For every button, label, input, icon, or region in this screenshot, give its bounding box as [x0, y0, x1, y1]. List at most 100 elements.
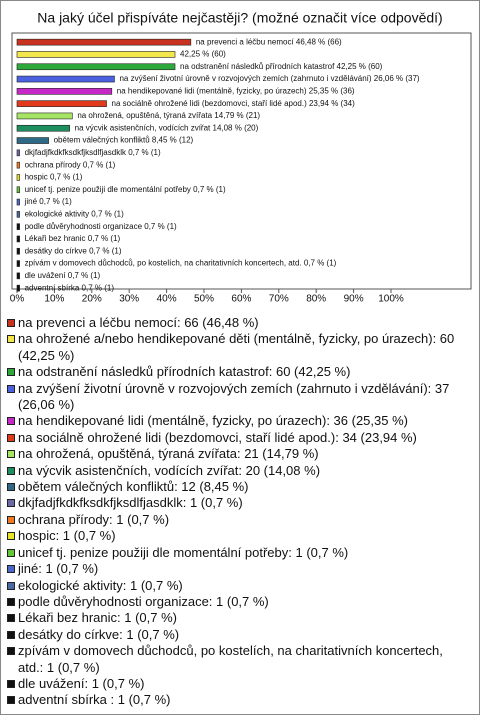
legend-item: dle uvážení: 1 (0,7 %)	[7, 676, 471, 692]
legend-swatch	[7, 384, 15, 393]
bar-label: unicef tj. penize použiji dle momentální…	[25, 185, 226, 194]
legend-item: na ohrožené a/nebo hendikepované děti (m…	[7, 331, 471, 364]
bar-label: desátky do církve 0,7 % (1)	[25, 246, 122, 255]
legend-item: podle důvěryhodnosti organizace: 1 (0,7 …	[7, 594, 471, 610]
legend-label: na ohrožená, opuštěná, týraná zvířata: 2…	[18, 446, 319, 462]
x-tick-label: 10%	[44, 294, 64, 305]
legend-item: desátky do církve: 1 (0,7 %)	[7, 627, 471, 643]
legend-swatch	[7, 466, 15, 475]
bar-label: hospic 0,7 % (1)	[25, 173, 83, 182]
bar-label: jiné 0,7 % (1)	[24, 197, 72, 206]
legend-item: Lékaři bez hranic: 1 (0,7 %)	[7, 610, 471, 626]
bar-label: adventní sbírka 0,7 % (1)	[25, 283, 115, 292]
x-tick-label: 60%	[231, 294, 251, 305]
legend-item: ekologické aktivity: 1 (0,7 %)	[7, 578, 471, 594]
legend-item: na výcvik asistenčních, vodících zvířat:…	[7, 463, 471, 479]
legend-item: adventní sbírka : 1 (0,7 %)	[7, 692, 471, 708]
legend-label: podle důvěryhodnosti organizace: 1 (0,7 …	[18, 593, 269, 609]
x-tick-label: 40%	[157, 294, 177, 305]
bar	[16, 186, 20, 194]
legend-swatch	[7, 581, 15, 590]
bar-label: obětem válečných konfliktů 8,45 % (12)	[54, 136, 194, 145]
bar-label: ochrana přírody 0,7 % (1)	[25, 160, 116, 169]
bar-label: na ohrožená, opuštěná, týraná zvířata 14…	[77, 111, 260, 120]
legend-item: na sociálně ohrožené lidi (bezdomovci, s…	[7, 430, 471, 446]
legend-swatch	[7, 433, 15, 442]
bar	[16, 137, 49, 144]
legend-swatch	[7, 548, 15, 557]
bar	[16, 88, 113, 95]
bar-label: ekologické aktivity 0,7 % (1)	[25, 209, 124, 218]
legend-swatch	[7, 368, 15, 377]
legend-item: na odstranění následků přírodních katast…	[7, 364, 471, 380]
legend-label: na prevenci a léčbu nemocí: 66 (46,48 %)	[18, 315, 259, 330]
legend-label: unicef tj. penize použiji dle momentální…	[18, 544, 349, 560]
legend-item: zpívám v domovech důchodců, po kostelích…	[7, 643, 471, 676]
x-tick-label: 100%	[378, 294, 404, 305]
legend-item: unicef tj. penize použiji dle momentální…	[7, 545, 471, 561]
legend-swatch	[7, 499, 15, 508]
legend-label: ekologické aktivity: 1 (0,7 %)	[18, 577, 183, 593]
legend-swatch	[7, 614, 15, 623]
bar	[16, 260, 20, 267]
bar	[16, 38, 192, 46]
bar-label: podle důvěryhodnosti organizace 0,7 % (1…	[25, 222, 177, 231]
legend-label: ochrana přírody: 1 (0,7 %)	[18, 511, 170, 527]
legend-label: desátky do církve: 1 (0,7 %)	[18, 626, 180, 642]
bar	[16, 149, 20, 157]
legend-swatch	[7, 630, 15, 639]
bar-label: 42,25 % (60)	[180, 50, 226, 59]
legend-label: obětem válečných konfliktů: 12 (8,45 %)	[18, 479, 249, 495]
bar	[16, 63, 176, 71]
bar	[16, 211, 20, 218]
bar-label: na hendikepované lidi (mentálně, fyzicky…	[117, 86, 355, 95]
legend-swatch	[7, 335, 15, 344]
legend-label: na hendikepované lidi (mentálně, fyzicky…	[18, 413, 408, 429]
legend-label: na ohrožené a/nebo hendikepované děti (m…	[18, 331, 455, 363]
legend-swatch	[7, 450, 15, 459]
x-tick-label: 70%	[269, 294, 289, 305]
bar	[16, 223, 20, 230]
legend-item: hospic: 1 (0,7 %)	[7, 528, 471, 544]
legend-item: dkjfadjfkdkfksdkfjksdlfjasdklk: 1 (0,7 %…	[7, 495, 471, 511]
legend-swatch	[7, 679, 15, 688]
legend-swatch	[7, 319, 15, 327]
legend-label: Lékaři bez hranic: 1 (0,7 %)	[18, 610, 177, 626]
bar	[16, 235, 20, 243]
bar	[16, 174, 20, 181]
bar	[16, 284, 20, 292]
legend-swatch	[7, 565, 15, 574]
legend: na prevenci a léčbu nemocí: 66 (46,48 %)…	[7, 315, 471, 709]
legend-swatch	[7, 532, 15, 541]
x-tick-label: 50%	[194, 294, 214, 305]
legend-swatch	[7, 515, 15, 524]
chart: Na jaký účel přispíváte nejčastěji? (mož…	[10, 10, 472, 305]
legend-label: zpívám v domovech důchodců, po kostelích…	[18, 643, 443, 675]
legend-label: na zvýšení životní úrovně v rozvojových …	[18, 380, 450, 413]
legend-item: obětem válečných konfliktů: 12 (8,45 %)	[7, 479, 471, 495]
bar-label: na výcvik asistenčních, vodících zvířat …	[75, 123, 259, 132]
legend-label: jiné: 1 (0,7 %)	[18, 561, 99, 577]
bar	[16, 161, 20, 169]
bar	[16, 124, 70, 132]
x-tick-label: 0%	[10, 294, 25, 305]
chart-title: Na jaký účel přispíváte nejčastěji? (mož…	[37, 10, 442, 26]
bar	[16, 75, 115, 83]
legend-item: na ohrožená, opuštěná, týraná zvířata: 2…	[7, 446, 471, 462]
bar	[16, 100, 107, 107]
bar-label: na odstranění následků přírodních katast…	[180, 62, 383, 71]
legend-swatch	[7, 417, 15, 426]
bar	[16, 51, 176, 58]
bar	[16, 112, 73, 120]
legend-label: dle uvážení: 1 (0,7 %)	[18, 675, 145, 691]
legend-swatch	[7, 696, 15, 705]
bar-label: Lékaři bez hranic 0,7 % (1)	[25, 234, 121, 243]
legend-label: dkjfadjfkdkfksdkfjksdlfjasdklk: 1 (0,7 %…	[18, 495, 243, 511]
bar-label: na sociálně ohrožené lidi (bezdomovci, s…	[112, 99, 356, 108]
legend-item: na zvýšení životní úrovně v rozvojových …	[7, 381, 471, 414]
bar	[16, 198, 20, 206]
legend-item: jiné: 1 (0,7 %)	[7, 561, 471, 577]
legend-item: na hendikepované lidi (mentálně, fyzicky…	[7, 413, 471, 429]
bar-label: na prevenci a léčbu nemocí 46,48 % (66)	[196, 37, 342, 46]
